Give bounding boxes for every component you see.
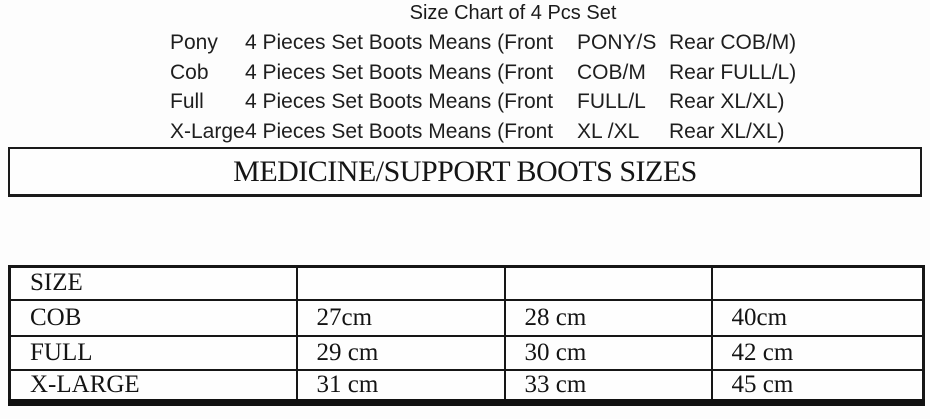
set-description-list: Pony 4 Pieces Set Boots Means (Front PON… (0, 31, 930, 149)
set-line-xlarge: X-Large 4 Pieces Set Boots Means (Front … (0, 120, 930, 150)
set-line-front-size: FULL/L (577, 90, 646, 113)
set-line-front-size: COB/M (577, 60, 646, 84)
set-line-rear-size: Rear XL/XL) (669, 90, 785, 113)
cell-measurement: 40cm (710, 298, 925, 337)
table-row-full: FULL 29 cm 30 cm 42 cm (8, 334, 925, 371)
cell-measurement: 33 cm (503, 368, 713, 403)
set-line-front-size: PONY/S (577, 31, 657, 54)
set-line-front-size: XL /XL (577, 119, 640, 143)
table-row-cob: COB 27cm 28 cm 40cm (8, 298, 925, 337)
cell-measurement: 30 cm (503, 334, 713, 371)
set-line-pony: Pony 4 Pieces Set Boots Means (Front PON… (0, 31, 930, 61)
cell-size-name: FULL (8, 334, 298, 371)
banner-box: MEDICINE/SUPPORT BOOTS SIZES (8, 147, 922, 197)
set-line-rear-size: Rear COB/M) (669, 31, 797, 54)
set-line-description: 4 Pieces Set Boots Means (Front (245, 31, 554, 54)
page-title: Size Chart of 4 Pcs Set (409, 2, 617, 24)
header-cell-empty-1 (295, 265, 506, 301)
set-line-size-name: Full (170, 90, 204, 113)
set-line-description: 4 Pieces Set Boots Means (Front (245, 119, 554, 143)
header-cell-empty-3 (710, 265, 925, 301)
set-line-description: 4 Pieces Set Boots Means (Front (245, 60, 554, 84)
banner-title: MEDICINE/SUPPORT BOOTS SIZES (233, 154, 697, 188)
set-line-full: Full 4 Pieces Set Boots Means (Front FUL… (0, 90, 930, 120)
cell-measurement: 27cm (295, 298, 506, 337)
set-line-description: 4 Pieces Set Boots Means (Front (245, 90, 554, 113)
set-line-size-name: Cob (170, 60, 209, 84)
set-line-rear-size: Rear XL/XL) (669, 119, 785, 143)
set-line-size-name: Pony (170, 31, 218, 54)
size-table: SIZE COB 27cm 28 cm 40cm FULL 29 cm 30 c… (8, 265, 925, 406)
cell-measurement: 29 cm (295, 334, 506, 371)
set-line-size-name: X-Large (170, 119, 245, 143)
table-header-row: SIZE (8, 265, 925, 301)
cell-measurement: 42 cm (710, 334, 925, 371)
cell-measurement: 28 cm (503, 298, 713, 337)
set-line-rear-size: Rear FULL/L) (669, 60, 797, 84)
set-line-cob: Cob 4 Pieces Set Boots Means (Front COB/… (0, 61, 930, 91)
table-row-xlarge: X-LARGE 31 cm 33 cm 45 cm (8, 368, 925, 403)
header-cell-size: SIZE (8, 265, 298, 301)
cell-size-name: X-LARGE (8, 368, 298, 403)
cell-measurement: 31 cm (295, 368, 506, 403)
cell-size-name: COB (8, 298, 298, 337)
cell-measurement: 45 cm (710, 368, 925, 403)
header-cell-empty-2 (503, 265, 713, 301)
